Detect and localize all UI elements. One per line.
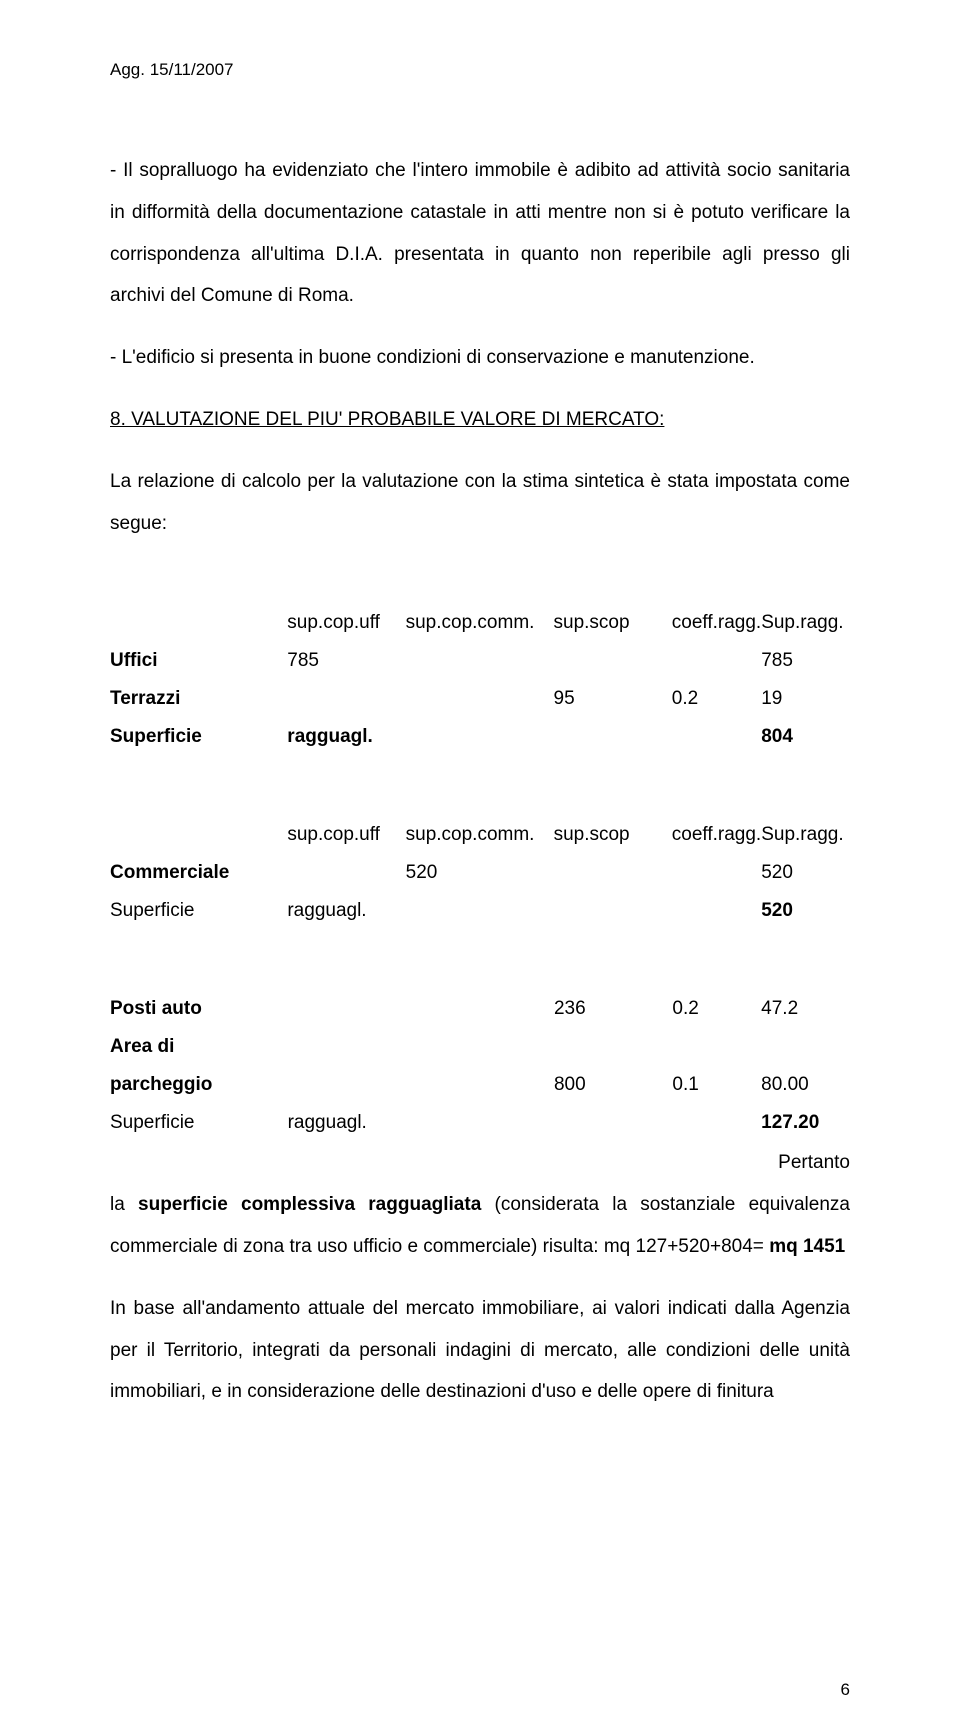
col-header: coeff.ragg.	[672, 816, 761, 854]
cell: 800	[554, 1066, 672, 1104]
col-header: sup.cop.comm.	[406, 816, 554, 854]
table-row: Area di	[110, 1028, 850, 1066]
cell: 0.2	[672, 990, 761, 1028]
table-row: Superficie ragguagl. 804	[110, 718, 850, 756]
paragraph-superficie-complessiva: la superficie complessiva ragguagliata (…	[110, 1184, 850, 1268]
table-uffici: sup.cop.uff sup.cop.comm. sup.scop coeff…	[110, 604, 850, 756]
row-label: parcheggio	[110, 1066, 288, 1104]
table-parcheggio: Posti auto 236 0.2 47.2 Area di parchegg…	[110, 990, 850, 1142]
cell: 95	[554, 680, 672, 718]
row-label: Uffici	[110, 642, 287, 680]
text-bold: mq 1451	[769, 1236, 845, 1257]
page-number: 6	[841, 1680, 850, 1700]
section-heading-valutazione: 8. VALUTAZIONE DEL PIU' PROBABILE VALORE…	[110, 399, 850, 441]
cell: 236	[554, 990, 672, 1028]
col-header: coeff.ragg.	[672, 604, 761, 642]
cell: 47.2	[761, 990, 850, 1028]
table-row: Commerciale 520 520	[110, 854, 850, 892]
paragraph-sopralluogo: - Il sopralluogo ha evidenziato che l'in…	[110, 150, 850, 317]
row-label: Posti auto	[110, 990, 288, 1028]
cell: 0.2	[672, 680, 761, 718]
col-header: Sup.ragg.	[761, 604, 850, 642]
table-row: Uffici 785 785	[110, 642, 850, 680]
cell: 520	[761, 892, 850, 930]
table-row: Posti auto 236 0.2 47.2	[110, 990, 850, 1028]
pertanto-word: Pertanto	[778, 1142, 850, 1184]
table-row: sup.cop.uff sup.cop.comm. sup.scop coeff…	[110, 604, 850, 642]
row-label: Superficie	[110, 892, 287, 930]
row-label: Superficie	[110, 1104, 288, 1142]
text-span: la	[110, 1194, 138, 1215]
row-label: Superficie	[110, 718, 287, 756]
update-date-header: Agg. 15/11/2007	[110, 60, 850, 80]
table-row: parcheggio 800 0.1 80.00	[110, 1066, 850, 1104]
row-label: Area di	[110, 1028, 288, 1066]
cell: 520	[761, 854, 850, 892]
col-header: Sup.ragg.	[761, 816, 850, 854]
paragraph-mercato: In base all'andamento attuale del mercat…	[110, 1288, 850, 1413]
col-header: sup.scop	[554, 604, 672, 642]
table-commerciale: sup.cop.uff sup.cop.comm. sup.scop coeff…	[110, 816, 850, 930]
cell: ragguagl.	[287, 892, 405, 930]
cell: 520	[406, 854, 554, 892]
cell: 19	[761, 680, 850, 718]
table-row: Superficie ragguagl. 127.20	[110, 1104, 850, 1142]
col-header: sup.cop.uff	[287, 604, 405, 642]
cell: ragguagl.	[287, 718, 405, 756]
table-row: Terrazzi 95 0.2 19	[110, 680, 850, 718]
cell: ragguagl.	[288, 1104, 406, 1142]
col-header: sup.scop	[554, 816, 672, 854]
paragraph-edificio: - L'edificio si presenta in buone condiz…	[110, 337, 850, 379]
cell: 785	[287, 642, 405, 680]
table-row: sup.cop.uff sup.cop.comm. sup.scop coeff…	[110, 816, 850, 854]
cell: 0.1	[672, 1066, 761, 1104]
cell: 80.00	[761, 1066, 850, 1104]
cell: 804	[761, 718, 850, 756]
table-row: Superficie ragguagl. 520	[110, 892, 850, 930]
paragraph-relazione: La relazione di calcolo per la valutazio…	[110, 461, 850, 545]
text-bold: superficie complessiva ragguagliata	[138, 1194, 481, 1215]
cell: 785	[761, 642, 850, 680]
row-label: Terrazzi	[110, 680, 287, 718]
col-header: sup.cop.uff	[287, 816, 405, 854]
row-label: Commerciale	[110, 854, 287, 892]
cell: 127.20	[761, 1104, 850, 1142]
col-header: sup.cop.comm.	[406, 604, 554, 642]
